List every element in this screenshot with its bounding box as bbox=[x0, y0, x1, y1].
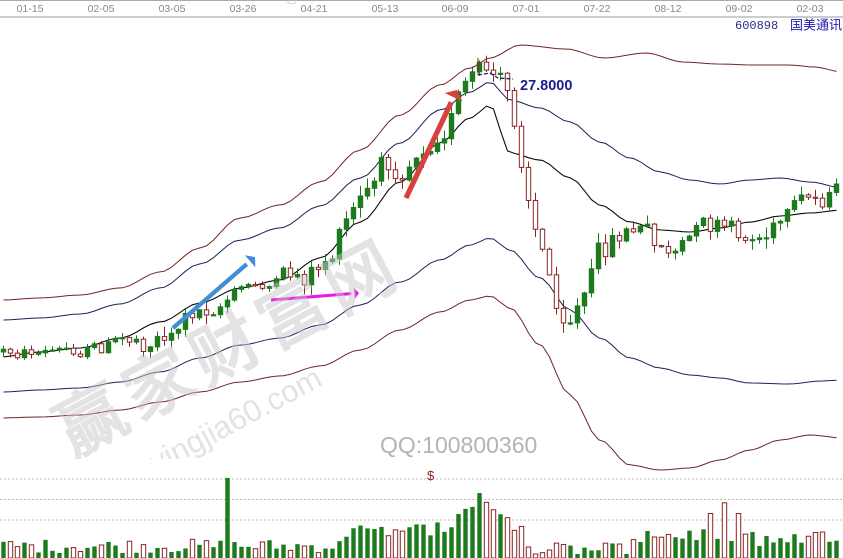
svg-text:05-13: 05-13 bbox=[372, 3, 399, 15]
svg-text:QQ:100800360: QQ:100800360 bbox=[380, 432, 537, 458]
svg-text:07-22: 07-22 bbox=[584, 3, 611, 15]
svg-text:国美通讯: 国美通讯 bbox=[790, 18, 842, 33]
svg-text:07-01: 07-01 bbox=[513, 3, 540, 15]
svg-text:09-02: 09-02 bbox=[726, 3, 753, 15]
svg-text:03-26: 03-26 bbox=[230, 3, 257, 15]
svg-text:08-12: 08-12 bbox=[655, 3, 682, 15]
svg-text:04-21: 04-21 bbox=[301, 3, 328, 15]
svg-text:27.8000: 27.8000 bbox=[520, 78, 572, 94]
svg-text:600898: 600898 bbox=[735, 19, 778, 33]
svg-text:02-03: 02-03 bbox=[797, 3, 824, 15]
svg-text:02-05: 02-05 bbox=[88, 3, 115, 15]
svg-text:06-09: 06-09 bbox=[442, 3, 469, 15]
svg-text:03-05: 03-05 bbox=[159, 3, 186, 15]
svg-text:01-15: 01-15 bbox=[17, 3, 44, 15]
svg-text:$: $ bbox=[427, 468, 435, 483]
